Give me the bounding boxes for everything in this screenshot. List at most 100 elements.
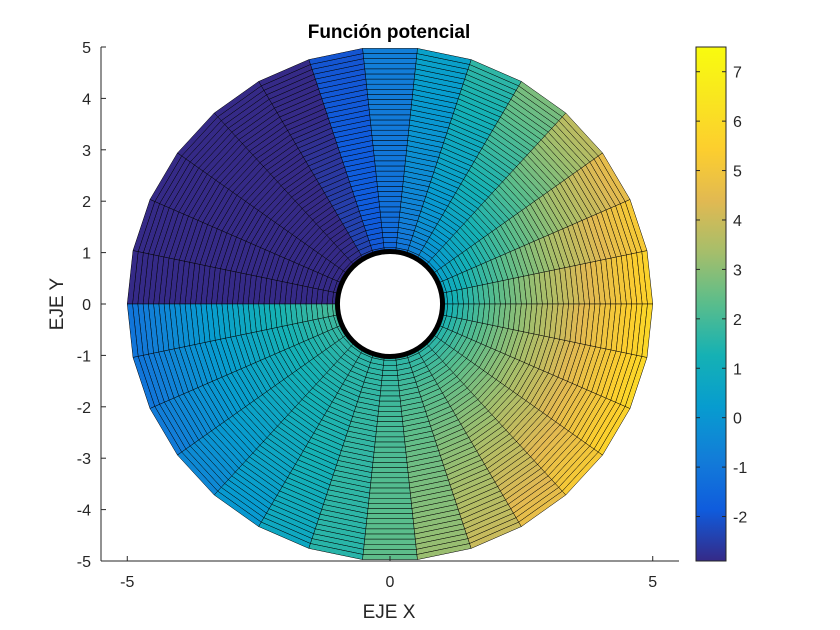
surface-patch [376, 175, 404, 182]
colorbar-tick-label: 6 [733, 114, 742, 131]
surface-patch [383, 359, 397, 366]
surface-patch [366, 518, 414, 525]
chart-title: Función potencial [308, 22, 471, 43]
surface-patch [375, 170, 405, 177]
surface-patch [382, 232, 398, 238]
surface-patch [380, 380, 400, 387]
surface-patch [366, 513, 414, 519]
surface-patch [380, 385, 400, 392]
colorbar-tick-label: 1 [733, 361, 742, 378]
y-tick-label: -3 [77, 451, 91, 468]
surface-patch [379, 211, 401, 218]
surface-patch [372, 462, 408, 468]
surface-patch [382, 370, 398, 376]
x-tick-label: 0 [386, 574, 395, 591]
surface-patch [380, 221, 400, 228]
y-tick-label: 4 [82, 91, 91, 108]
x-tick-label: -5 [120, 574, 134, 591]
surface-patch [376, 181, 404, 187]
colorbar-tick-label: -2 [733, 510, 747, 527]
surface-patch [365, 73, 415, 80]
surface-patch [366, 83, 414, 90]
surface-patch [369, 487, 411, 494]
surface-patch [372, 145, 408, 151]
surface-patch [378, 201, 402, 208]
surface-patch [371, 472, 409, 479]
surface-patch [362, 53, 418, 59]
colorbar-tick-label: 2 [733, 312, 742, 329]
colorbar-tick-label: 5 [733, 164, 742, 181]
surface-patch [377, 186, 403, 192]
axes: Función potencial EJE X EJE Y -5 -4 -3 -2 -1… [47, 22, 679, 623]
surface-patch [377, 416, 403, 422]
surface-patch [364, 68, 416, 75]
surface-patch [371, 129, 409, 136]
surface-patch [641, 303, 653, 358]
y-axis-label: EJE Y [47, 277, 68, 330]
surface-patch [372, 140, 408, 146]
y-tick-label: 3 [82, 143, 91, 160]
surface-patch [363, 544, 417, 550]
surface-patch [372, 457, 408, 463]
surface-patch [367, 94, 413, 100]
surface-patch [362, 48, 418, 54]
colorbar-tick-label: 7 [733, 65, 742, 82]
surface-patch [370, 477, 410, 484]
y-tick-label: 2 [82, 194, 91, 211]
surface-patch [368, 492, 412, 499]
x-tick-label: 5 [648, 574, 657, 591]
y-tick-label: -5 [77, 554, 91, 571]
surface-patch [362, 549, 418, 555]
surface-patch [378, 400, 402, 407]
colorbar-tick-label: 3 [733, 262, 742, 279]
colorbar-tick-label: 0 [733, 411, 742, 428]
surface-patch [373, 150, 407, 157]
surface-patch [367, 99, 413, 105]
surface-patch [376, 421, 404, 427]
surface-patch [381, 375, 399, 381]
surface-patch [363, 58, 417, 64]
surface-patch [377, 411, 403, 417]
surface-patch [364, 533, 416, 540]
colorbar-tick-label: -1 [733, 460, 747, 477]
surface-patch [367, 503, 413, 509]
surface-patch [383, 242, 397, 249]
surface-patch [373, 155, 407, 162]
surface-patch [381, 227, 399, 233]
y-tick-label: -4 [77, 503, 91, 520]
surface-patch [363, 63, 417, 70]
surface-patch [368, 498, 412, 504]
surface-patch [365, 523, 415, 530]
surface-patch [382, 237, 398, 243]
surface-patch [370, 124, 410, 131]
y-tick-label: 5 [82, 40, 91, 57]
colorbar-gradient [695, 46, 727, 562]
x-axis-label: EJE X [363, 602, 416, 623]
surface-patch [374, 441, 406, 448]
surface-patch [382, 365, 398, 371]
surface-patch [374, 165, 406, 172]
surface-patch [369, 114, 411, 121]
colorbar: -2 -1 0 1 2 3 4 5 6 7 [695, 46, 747, 562]
surface-patch [378, 405, 402, 412]
surface-patch [379, 390, 401, 397]
surface-patch [377, 191, 403, 197]
surface-patch [368, 109, 412, 116]
colorbar-tick-label: 4 [733, 213, 742, 230]
surface-patch [367, 508, 413, 514]
surface-plot [127, 48, 653, 560]
surface-patch [374, 160, 406, 167]
surface-patch [365, 528, 415, 535]
inner-boundary [334, 248, 446, 360]
y-tick-label: 0 [82, 297, 91, 314]
y-tick-label: -2 [77, 400, 91, 417]
surface-patch [366, 89, 414, 95]
surface-patch [373, 446, 407, 453]
surface-patch [379, 206, 401, 213]
y-tick-label: 1 [82, 246, 91, 263]
surface-patch [376, 426, 404, 433]
surface-patch [379, 395, 401, 402]
surface-patch [374, 436, 406, 443]
y-tick-label: -1 [77, 348, 91, 365]
